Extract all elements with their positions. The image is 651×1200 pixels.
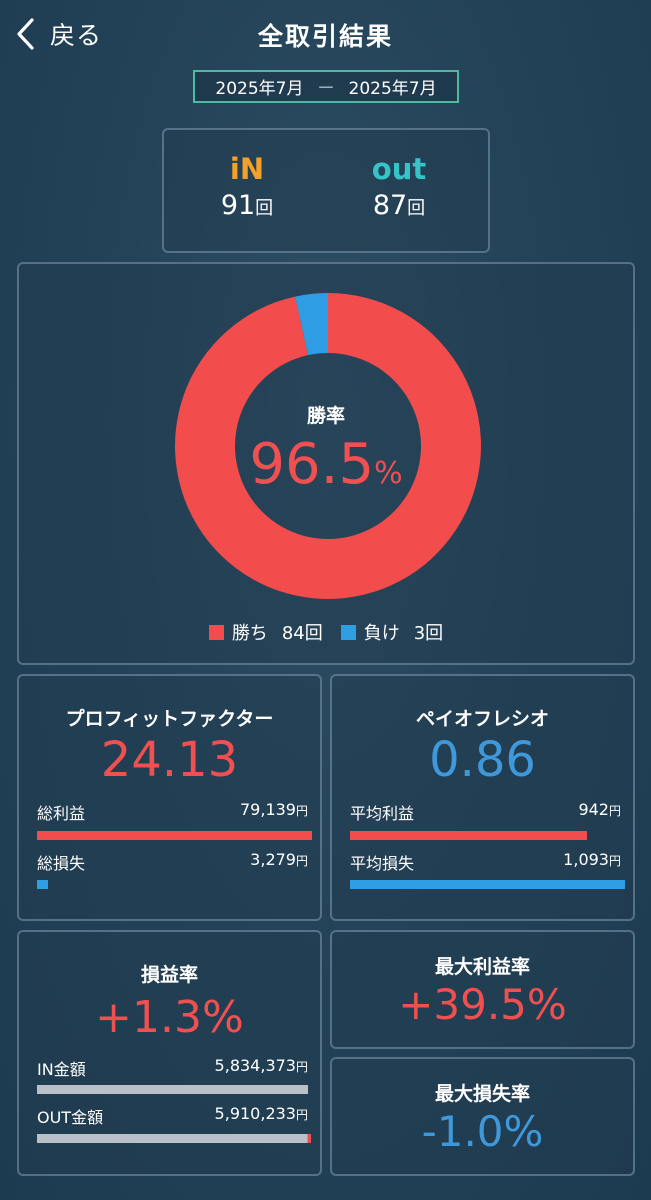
payoff-ratio-title: ペイオフレシオ [415,708,549,730]
avg-loss-row: 平均損失 1,093円 [350,850,621,874]
total-loss-bar [37,880,48,889]
date-separator: ー [317,79,335,99]
legend-win-swatch [208,624,224,640]
in-amount-label: IN金額 [37,1060,86,1079]
max-loss-rate-title: 最大損失率 [434,1083,530,1105]
avg-loss-bar [350,880,625,889]
total-loss-label: 総損失 [37,854,86,873]
donut-slice-loss [295,293,328,356]
date-to: 2025年7月 [348,79,437,99]
out-count-block: out 87回 [344,152,454,221]
avg-loss-amount: 1,093円 [563,850,621,869]
page-title: 全取引結果 [257,22,393,51]
donut-slice-win [175,293,481,599]
in-amount-bar [37,1085,308,1094]
profit-factor-card: プロフィットファクター 24.13 総利益 79,139円 総損失 3,279円 [17,674,322,921]
in-icon: iN [229,152,265,186]
profit-loss-rate-value: +1.3% [95,992,244,1043]
total-loss-row: 総損失 3,279円 [37,850,308,874]
total-profit-amount: 79,139円 [240,800,308,819]
chart-legend: 勝ち 84回 負け 3回 [19,619,633,645]
out-amount-label: OUT金額 [37,1108,104,1127]
in-count: 91回 [192,190,302,221]
back-button[interactable]: 戻る [14,16,102,52]
out-icon: out [371,152,427,186]
max-profit-rate-value: +39.5% [398,980,567,1029]
in-count-block: iN 91回 [192,152,302,221]
profit-loss-rate-card: 損益率 +1.3% IN金額 5,834,373円 OUT金額 5,910,23… [17,930,322,1176]
avg-profit-label: 平均利益 [350,804,415,823]
total-profit-label: 総利益 [37,804,86,823]
in-out-count-card: iN 91回 out 87回 [162,128,490,253]
profit-factor-value: 24.13 [100,732,239,788]
back-label: 戻る [50,21,103,50]
legend-loss-count: 3回 [413,623,444,644]
out-amount-bar [37,1134,311,1143]
in-count-unit: 回 [255,198,274,219]
win-rate-number: 96.5 [249,432,375,497]
win-rate-label: 勝率 [306,405,345,427]
header: 戻る 全取引結果 [0,0,651,70]
total-profit-row: 総利益 79,139円 [37,800,308,824]
payoff-ratio-card: ペイオフレシオ 0.86 平均利益 942円 平均損失 1,093円 [330,674,635,921]
in-amount-row: IN金額 5,834,373円 [37,1056,308,1080]
out-count-unit: 回 [407,198,426,219]
in-count-value: 91 [220,190,256,221]
avg-profit-row: 平均利益 942円 [350,800,621,824]
win-rate-value: 96.5% [19,432,633,497]
out-amount-row: OUT金額 5,910,233円 [37,1104,308,1128]
chevron-left-icon [17,18,34,50]
legend-loss: 負け 3回 [340,619,444,645]
avg-profit-bar [350,831,587,840]
legend-win-count: 84回 [281,623,323,644]
legend-loss-swatch [340,624,356,640]
out-count: 87回 [344,190,454,221]
payoff-ratio-value: 0.86 [429,732,536,788]
win-rate-unit: % [374,456,403,491]
profit-loss-rate-title: 損益率 [140,964,198,986]
profit-factor-title: プロフィットファクター [65,708,274,730]
legend-loss-label: 負け [363,623,400,644]
avg-loss-label: 平均損失 [350,854,415,873]
total-profit-bar [37,831,312,840]
win-rate-card: 勝率 96.5% 勝ち 84回 負け 3回 [17,262,635,665]
legend-win: 勝ち 84回 [208,619,323,645]
max-loss-rate-card: 最大損失率 -1.0% [330,1057,635,1176]
max-profit-rate-card: 最大利益率 +39.5% [330,930,635,1049]
in-amount-value: 5,834,373円 [214,1056,308,1075]
date-from: 2025年7月 [215,79,304,99]
max-loss-rate-value: -1.0% [421,1107,544,1156]
out-count-value: 87 [372,190,408,221]
win-rate-donut-chart [175,293,481,599]
avg-profit-amount: 942円 [578,800,621,819]
legend-win-label: 勝ち [231,623,268,644]
total-loss-amount: 3,279円 [250,850,308,869]
date-range-selector[interactable]: 2025年7月 ー 2025年7月 [193,70,459,103]
max-profit-rate-title: 最大利益率 [434,956,530,978]
out-amount-value: 5,910,233円 [214,1104,308,1123]
